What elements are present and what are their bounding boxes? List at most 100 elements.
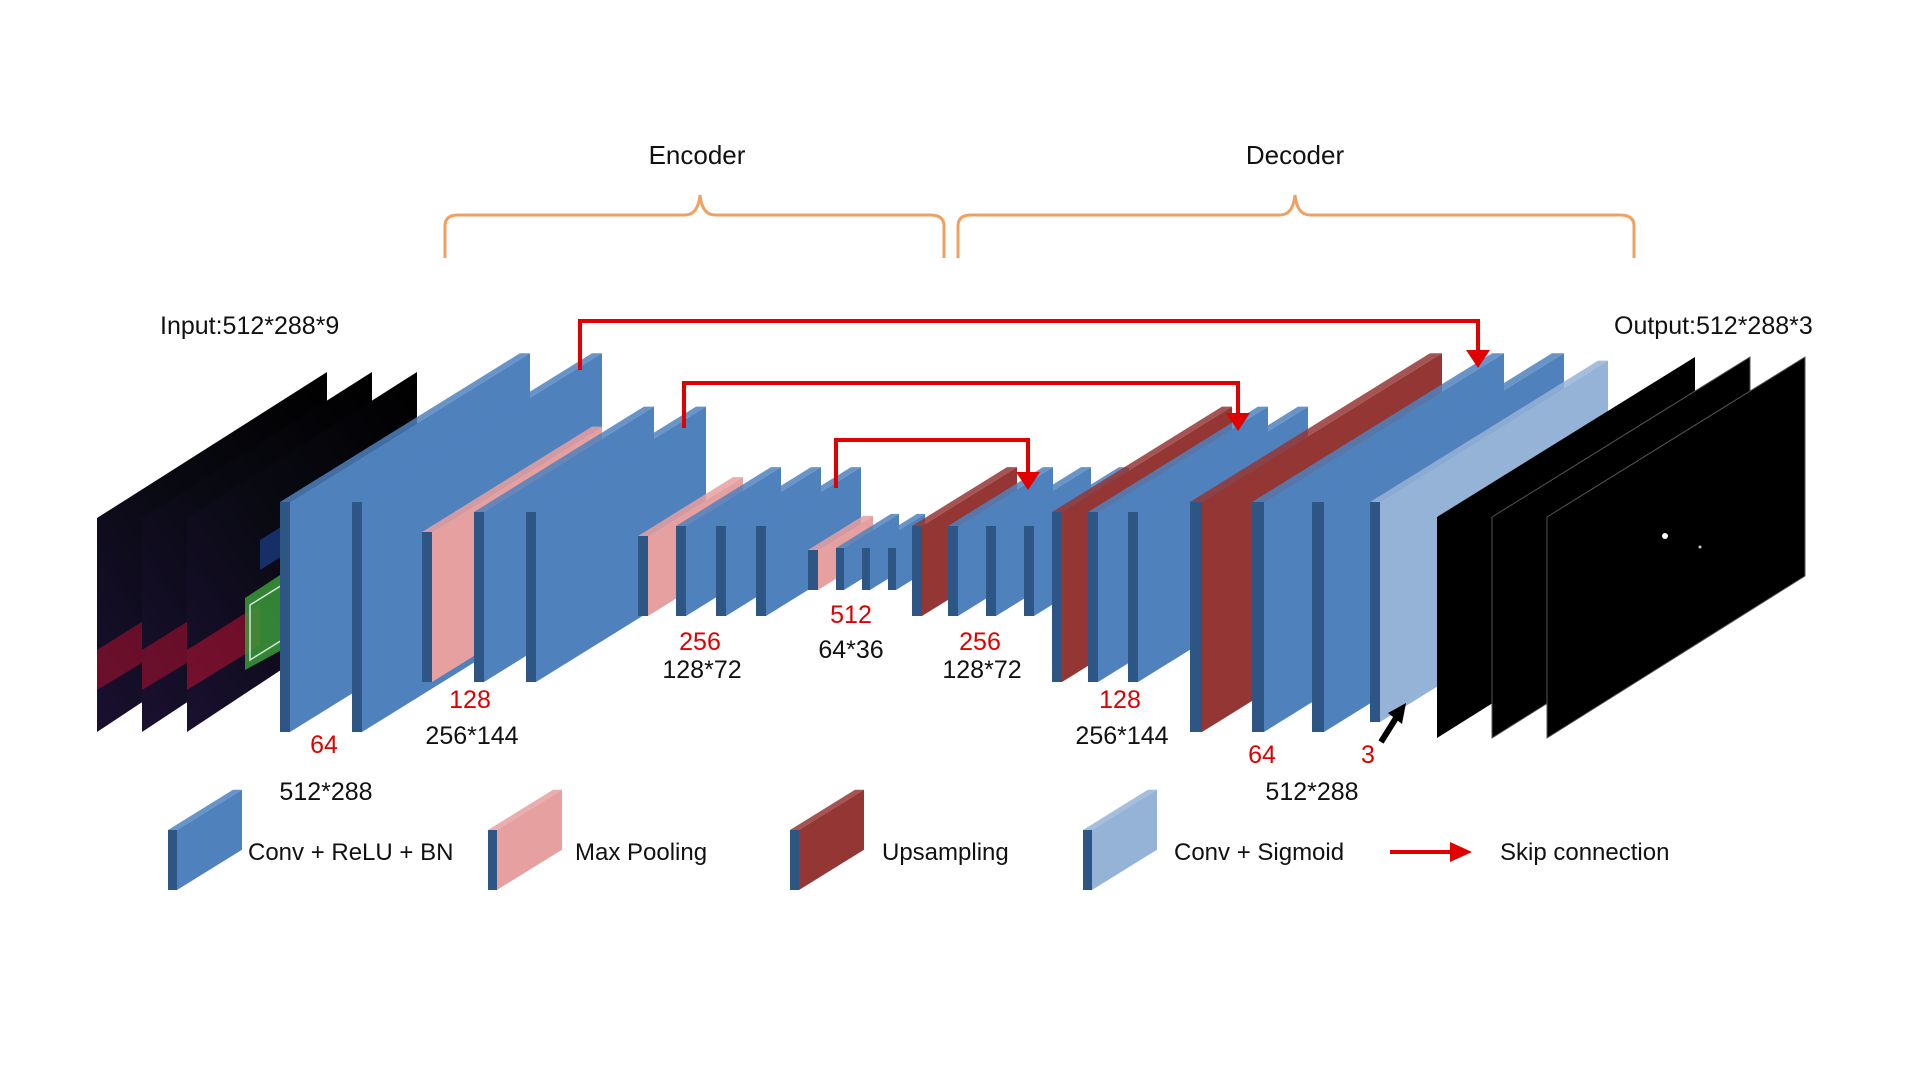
layer-pool-1-top (422, 426, 602, 532)
skip-connection-inner (834, 438, 1030, 488)
legend-sigmoid-swatch (1083, 789, 1157, 890)
layer-up-3-top (1190, 353, 1442, 502)
layer-conv-4-edge (526, 512, 536, 682)
legend: Conv + ReLU + BN Max Pooling Upsampling … (168, 789, 1669, 890)
layer-sigmoid-top (1370, 360, 1608, 502)
layer-pool-2-top (638, 477, 743, 536)
layer-conv-8-top (836, 513, 899, 548)
channel-128-decoder: 128 (1099, 686, 1141, 714)
skip-arrowhead-inner (1016, 472, 1040, 490)
resolution-64: 64*36 (818, 636, 883, 664)
layer-up-3-edge (1190, 502, 1202, 732)
skip-arrowhead-middle (1226, 413, 1250, 431)
channel-512: 512 (830, 601, 872, 629)
layer-conv-3-top (474, 406, 654, 512)
legend-sigmoid-swatch-edge (1083, 830, 1092, 890)
legend-conv-swatch-top (168, 789, 242, 830)
legend-swatches (168, 789, 1157, 890)
input-label: Input:512*288*9 (160, 312, 339, 340)
legend-conv-swatch-edge (168, 830, 177, 890)
legend-sigmoid-swatch-top (1083, 789, 1157, 830)
layer-conv-8-edge (836, 548, 844, 590)
layer-up-2-top (1052, 406, 1232, 512)
decoder-label: Decoder (1246, 140, 1345, 170)
layer-conv-10-edge (888, 548, 896, 590)
legend-up-swatch-edge (790, 830, 799, 890)
legend-pool-swatch-edge (488, 830, 497, 890)
layer-conv-4-top (526, 406, 706, 512)
channel-64-decoder: 64 (1248, 741, 1276, 769)
legend-up-swatch (790, 789, 864, 890)
layer-conv-9-edge (862, 548, 870, 590)
layer-up-1-edge (912, 526, 922, 616)
layer-sigmoid-edge (1370, 502, 1380, 722)
decoder-bracket (956, 194, 1636, 258)
layer-conv-1-edge (280, 502, 290, 732)
legend-sigmoid-swatch-face (1092, 789, 1157, 890)
legend-skip-arrowhead (1450, 842, 1472, 862)
layer-conv-2-top (352, 353, 602, 502)
channel-256-encoder: 256 (679, 628, 721, 656)
encoder-bracket (443, 194, 946, 258)
resolution-128-encoder: 128*72 (662, 656, 741, 684)
layer-conv-17-edge (1312, 502, 1324, 732)
layer-up-2-edge (1052, 512, 1062, 682)
resolution-256-encoder: 256*144 (425, 722, 518, 750)
layer-conv-7-edge (756, 526, 766, 616)
legend-conv-swatch (168, 789, 242, 890)
output-label: Output:512*288*3 (1614, 312, 1813, 340)
legend-pool-swatch-top (488, 789, 562, 830)
layer-conv-15-edge (1128, 512, 1138, 682)
legend-up-label: Upsampling (882, 839, 1009, 866)
channel-3: 3 (1361, 741, 1375, 769)
layer-conv-4 (526, 406, 706, 682)
resolution-128-decoder: 128*72 (942, 656, 1021, 684)
channel-256-decoder: 256 (959, 628, 1001, 656)
layer-pool-3-edge (808, 550, 818, 590)
layer-conv-16-top (1252, 353, 1504, 502)
layer-conv-9-top (862, 513, 925, 548)
layer-conv-5-edge (676, 526, 686, 616)
layer-conv-4-face (536, 406, 706, 682)
channel-64-encoder: 64 (310, 731, 338, 759)
skip-connection-outer (578, 319, 1480, 370)
layer-conv-6-edge (716, 526, 726, 616)
layer-conv-14-top (1088, 406, 1268, 512)
layer-conv-14-edge (1088, 512, 1098, 682)
layer-conv-5-top (676, 467, 781, 526)
skip-arrowhead-outer (1466, 350, 1490, 368)
resolution-256-decoder: 256*144 (1075, 722, 1168, 750)
skip-connection-middle (682, 381, 1240, 428)
legend-up-swatch-top (790, 789, 864, 830)
layers-group (280, 353, 1608, 732)
layer-conv-7-face (766, 467, 861, 616)
layer-conv-12-top (986, 467, 1091, 526)
layer-pool-1-edge (422, 532, 432, 682)
channel-128-encoder: 128 (449, 686, 491, 714)
encoder-label: Encoder (649, 140, 746, 170)
legend-skip-label: Skip connection (1500, 839, 1669, 866)
layer-up-1-top (912, 467, 1017, 526)
layer-conv-15-top (1128, 406, 1308, 512)
layer-conv-12-edge (986, 526, 996, 616)
resolution-512-encoder: 512*288 (279, 778, 372, 806)
output-frame-3 (1546, 356, 1806, 739)
resolution-512-decoder: 512*288 (1265, 778, 1358, 806)
legend-pool-swatch (488, 789, 562, 890)
layer-conv-6-top (716, 467, 821, 526)
legend-conv-swatch-face (177, 789, 242, 890)
layer-conv-13-edge (1024, 526, 1034, 616)
layer-conv-17-top (1312, 353, 1564, 502)
sigmoid-pointer-arrow (1378, 716, 1399, 744)
legend-sigmoid-label: Conv + Sigmoid (1174, 839, 1344, 866)
layer-pool-2-edge (638, 536, 648, 616)
legend-up-swatch-face (799, 789, 864, 890)
layer-conv-2-edge (352, 502, 362, 732)
legend-pool-swatch-face (497, 789, 562, 890)
layer-conv-1-top (280, 353, 530, 502)
layer-conv-11-edge (948, 526, 958, 616)
legend-pool-label: Max Pooling (575, 839, 707, 866)
layer-conv-3-edge (474, 512, 484, 682)
